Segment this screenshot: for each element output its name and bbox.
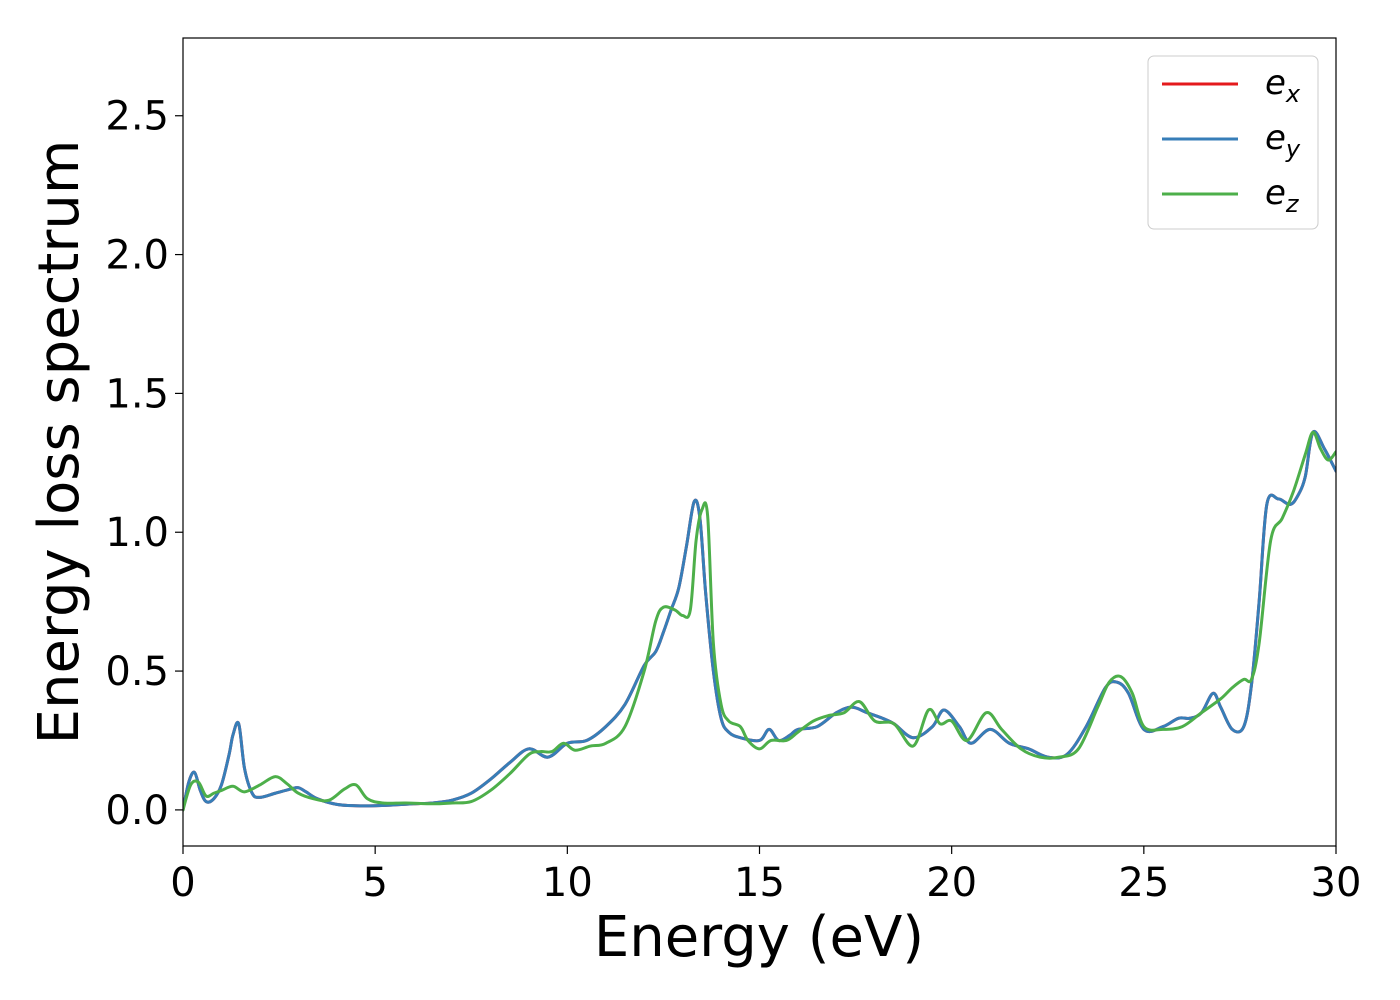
legend-box	[1147, 55, 1319, 230]
series-layer	[183, 429, 1336, 812]
x-tick-label: 15	[734, 860, 785, 906]
y-tick-label: 1.0	[105, 510, 169, 556]
legend-label-x: ex	[1265, 63, 1301, 108]
series-line-z	[183, 430, 1336, 812]
y-tick-label: 0.5	[105, 649, 169, 695]
y-tick-label: 0.0	[105, 788, 169, 834]
x-tick-label: 5	[362, 860, 387, 906]
y-tick-label: 1.5	[105, 371, 169, 417]
legend-label-y: ey	[1265, 118, 1301, 163]
legend-label-z: ez	[1265, 173, 1300, 218]
x-tick-label: 30	[1311, 860, 1362, 906]
x-tick-label: 25	[1118, 860, 1169, 906]
y-tick-label: 2.0	[105, 233, 169, 279]
x-axis-ticks: 0 5 10 15 20 25 30	[170, 846, 1361, 906]
y-tick-label: 2.5	[105, 94, 169, 140]
x-axis-label: Energy (eV)	[594, 905, 924, 970]
series-line-y	[183, 429, 1336, 812]
x-tick-label: 20	[926, 860, 977, 906]
y-axis-label: Energy loss spectrum	[27, 140, 92, 745]
x-tick-label: 0	[170, 860, 195, 906]
x-tick-label: 10	[542, 860, 593, 906]
series-line-x	[183, 429, 1336, 812]
legend: ex ey ez	[1147, 55, 1319, 230]
y-axis-ticks: 0.0 0.5 1.0 1.5 2.0 2.5	[105, 94, 183, 834]
